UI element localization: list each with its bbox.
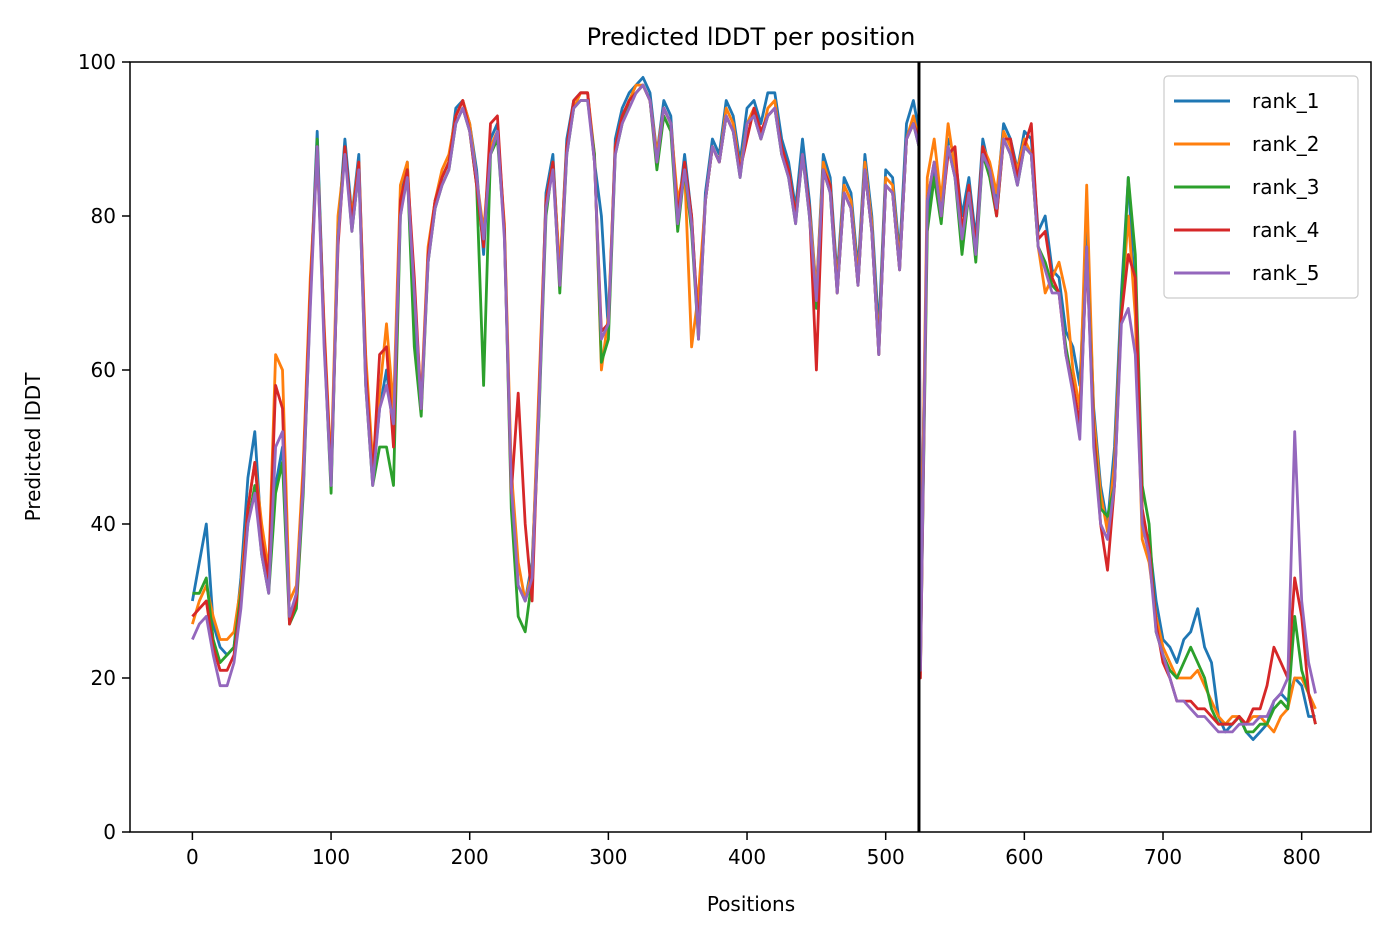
- x-tick-label: 800: [1283, 845, 1321, 869]
- series-line-rank_5: [191, 83, 1317, 734]
- x-tick-label: 400: [728, 845, 766, 869]
- chart-title: Predicted lDDT per position: [587, 23, 916, 51]
- y-axis: 0 20 40 60 80 100: [78, 50, 130, 844]
- y-tick-label: 20: [91, 666, 116, 690]
- x-axis: 0 100 200 300 400 500 600 700 800: [186, 832, 1321, 869]
- y-tick-label: 100: [78, 50, 116, 74]
- series-line-rank_4: [191, 83, 1317, 726]
- y-tick-label: 40: [91, 512, 116, 536]
- x-tick-label: 700: [1144, 845, 1182, 869]
- legend: rank_1 rank_2 rank_3 rank_4 rank_5: [1163, 75, 1359, 299]
- legend-label-rank_3: rank_3: [1252, 175, 1319, 199]
- plot-frame: [129, 61, 1372, 833]
- y-tick-label: 0: [103, 820, 116, 844]
- x-axis-label: Positions: [707, 892, 795, 916]
- x-tick-label: 600: [1005, 845, 1043, 869]
- x-tick-label: 100: [312, 845, 350, 869]
- legend-label-rank_5: rank_5: [1252, 261, 1319, 285]
- legend-label-rank_1: rank_1: [1252, 89, 1319, 113]
- x-tick-label: 0: [186, 845, 199, 869]
- legend-label-rank_4: rank_4: [1252, 218, 1319, 242]
- legend-box: [1163, 75, 1359, 299]
- y-axis-label: Predicted lDDT: [21, 372, 45, 522]
- y-tick-label: 80: [91, 204, 116, 228]
- x-tick-label: 500: [867, 845, 905, 869]
- x-tick-label: 200: [451, 845, 489, 869]
- series-layer: [191, 76, 1317, 741]
- x-tick-label: 300: [589, 845, 627, 869]
- legend-label-rank_2: rank_2: [1252, 132, 1319, 156]
- y-tick-label: 60: [91, 358, 116, 382]
